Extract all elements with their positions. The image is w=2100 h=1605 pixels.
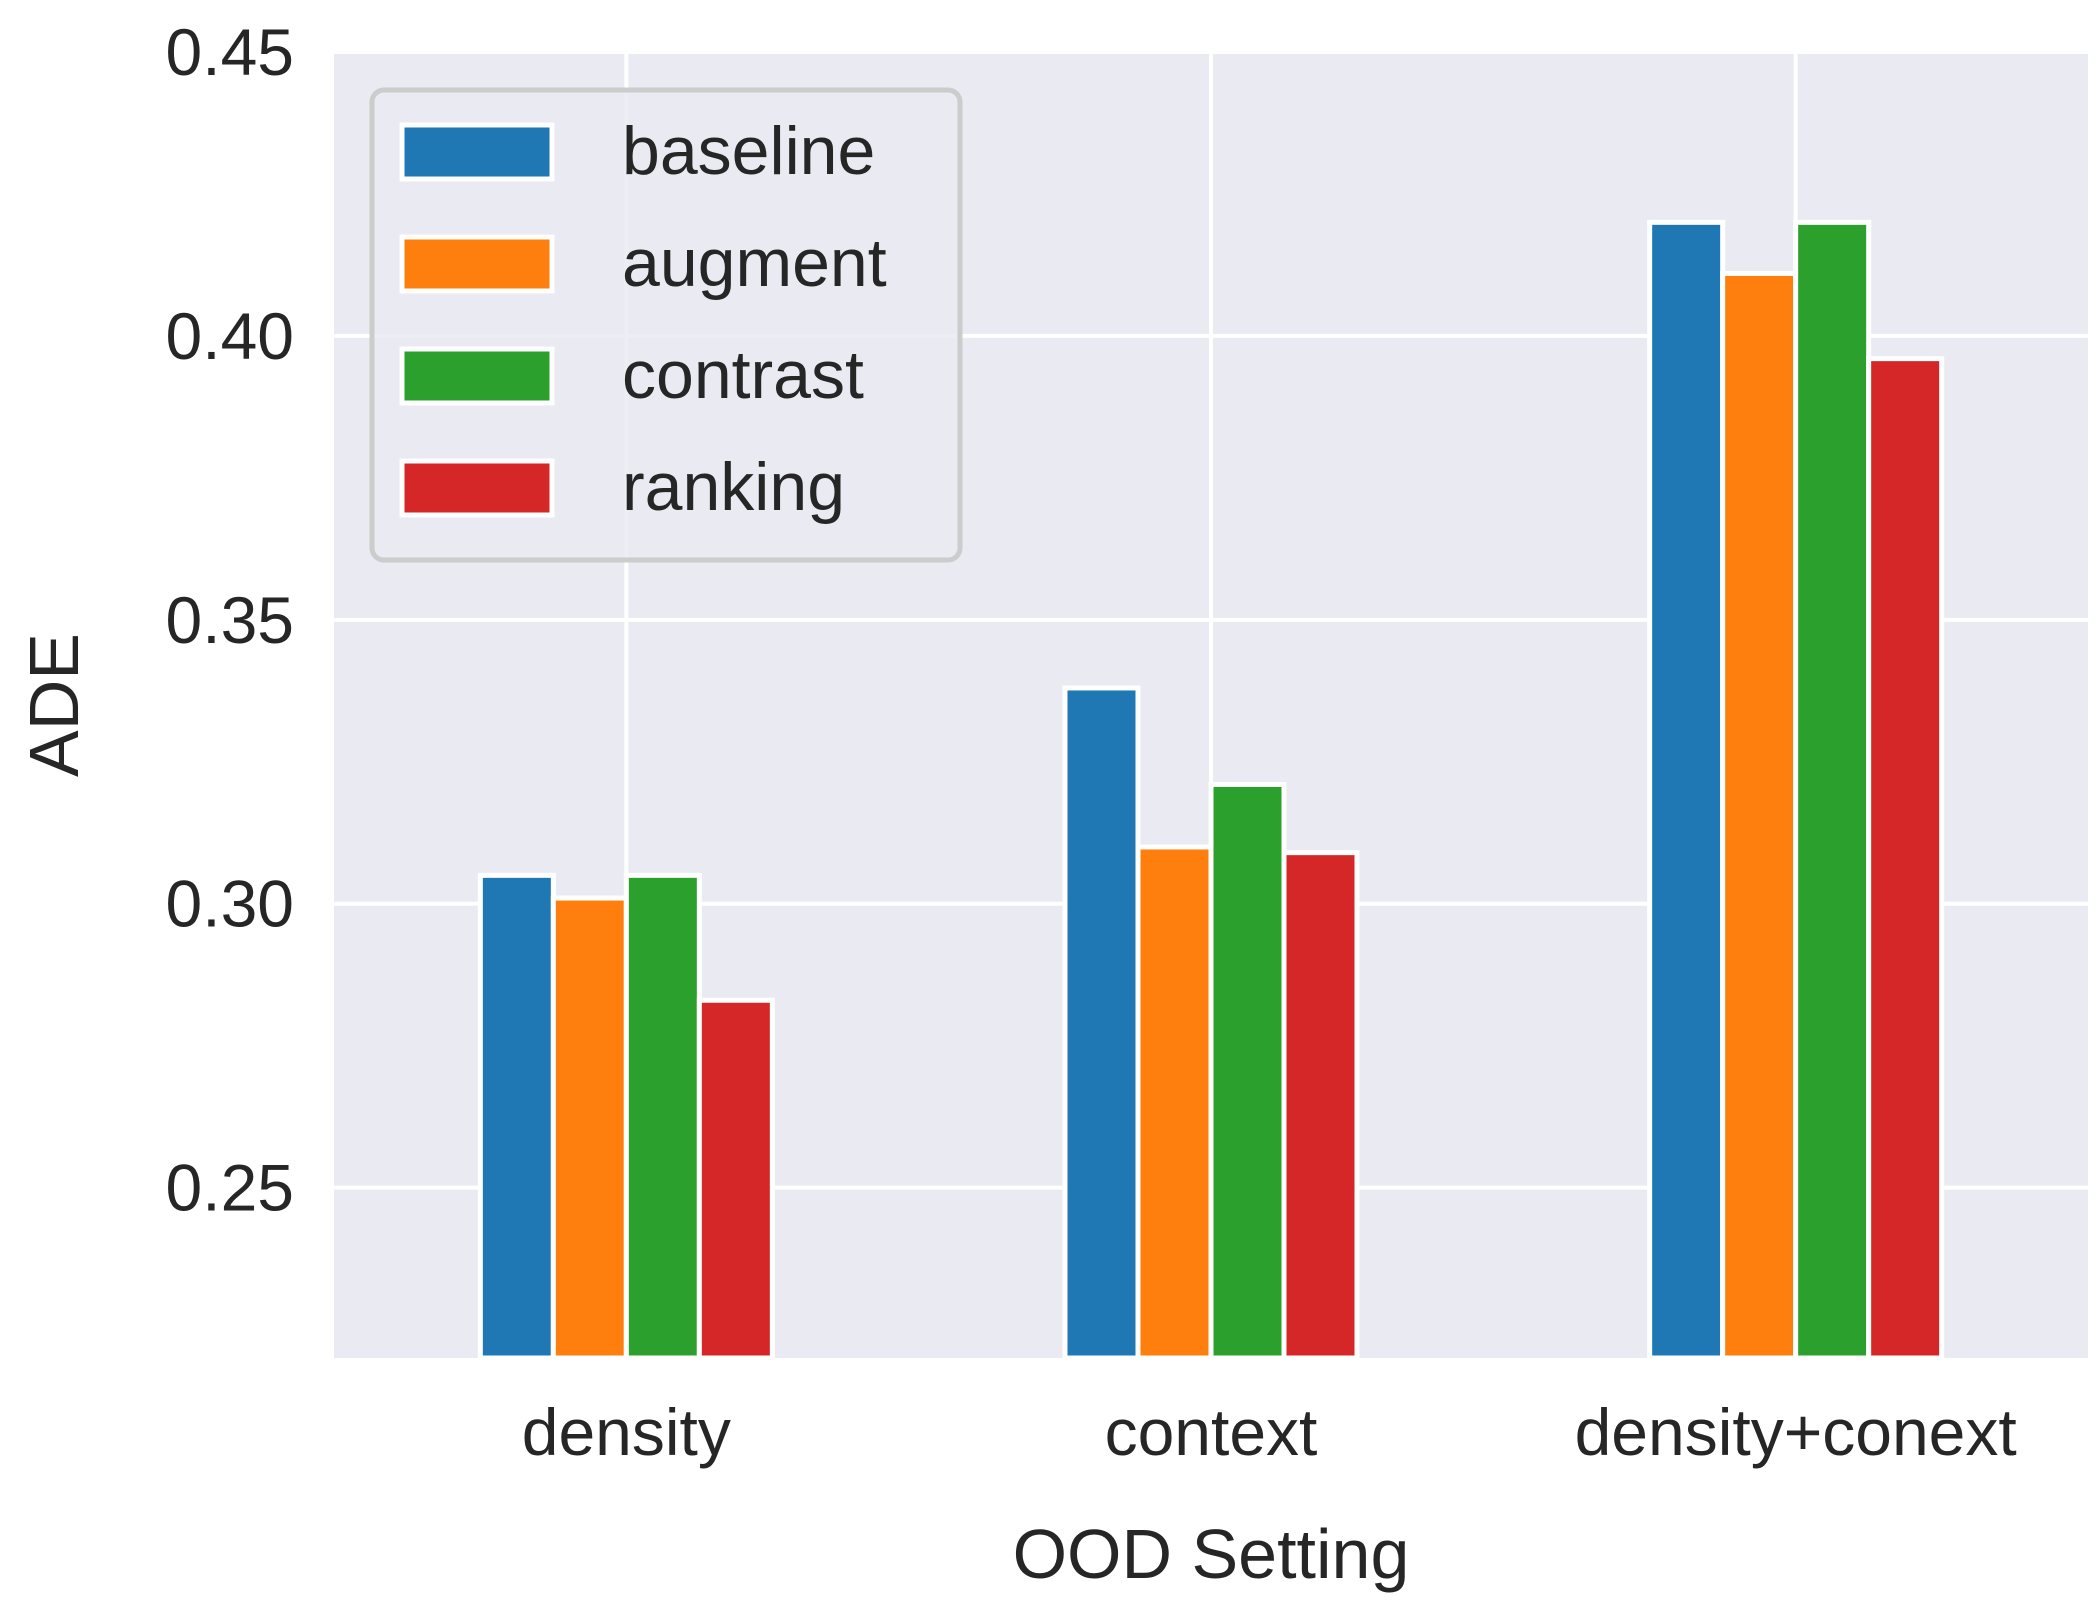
legend-label-augment: augment	[622, 225, 887, 301]
bar-ranking-density	[696, 997, 775, 1361]
bar-contrast-density+conext	[1793, 219, 1872, 1361]
x-tick-label: context	[1105, 1395, 1318, 1469]
legend-label-ranking: ranking	[622, 449, 845, 525]
bar-baseline-context	[1062, 685, 1141, 1361]
bar-ranking-context	[1281, 850, 1360, 1361]
x-tick-label: density+conext	[1575, 1395, 2017, 1469]
legend-frame	[369, 87, 963, 563]
bars	[477, 219, 1945, 1361]
y-axis-ticks: 0.25 0.30 0.35 0.40 0.45	[166, 15, 294, 1225]
legend-label-contrast: contrast	[622, 337, 864, 413]
legend-swatch-baseline	[399, 122, 555, 182]
legend-label-baseline: baseline	[622, 113, 875, 189]
y-tick-label: 0.40	[166, 299, 294, 373]
bar-ranking-density+conext	[1866, 356, 1945, 1361]
y-tick-label: 0.45	[166, 15, 294, 89]
bar-baseline-density	[477, 872, 556, 1361]
legend-swatch-ranking	[399, 458, 555, 518]
legend: baseline augment contrast ranking	[369, 87, 963, 563]
bar-augment-density	[550, 895, 629, 1361]
bar-contrast-density	[623, 872, 702, 1361]
legend-swatch-contrast	[399, 346, 555, 406]
x-tick-label: density	[522, 1395, 731, 1469]
bar-augment-density+conext	[1720, 270, 1799, 1361]
legend-swatch-augment	[399, 234, 555, 294]
bar-baseline-density+conext	[1647, 219, 1726, 1361]
y-axis-label: ADE	[15, 633, 93, 777]
y-tick-label: 0.25	[166, 1151, 294, 1225]
bar-augment-context	[1135, 844, 1214, 1361]
bar-contrast-context	[1208, 781, 1287, 1361]
x-axis-ticks: density context density+conext	[522, 1395, 2017, 1469]
y-tick-label: 0.35	[166, 583, 294, 657]
y-tick-label: 0.30	[166, 867, 294, 941]
x-axis-label: OOD Setting	[1013, 1515, 1410, 1593]
